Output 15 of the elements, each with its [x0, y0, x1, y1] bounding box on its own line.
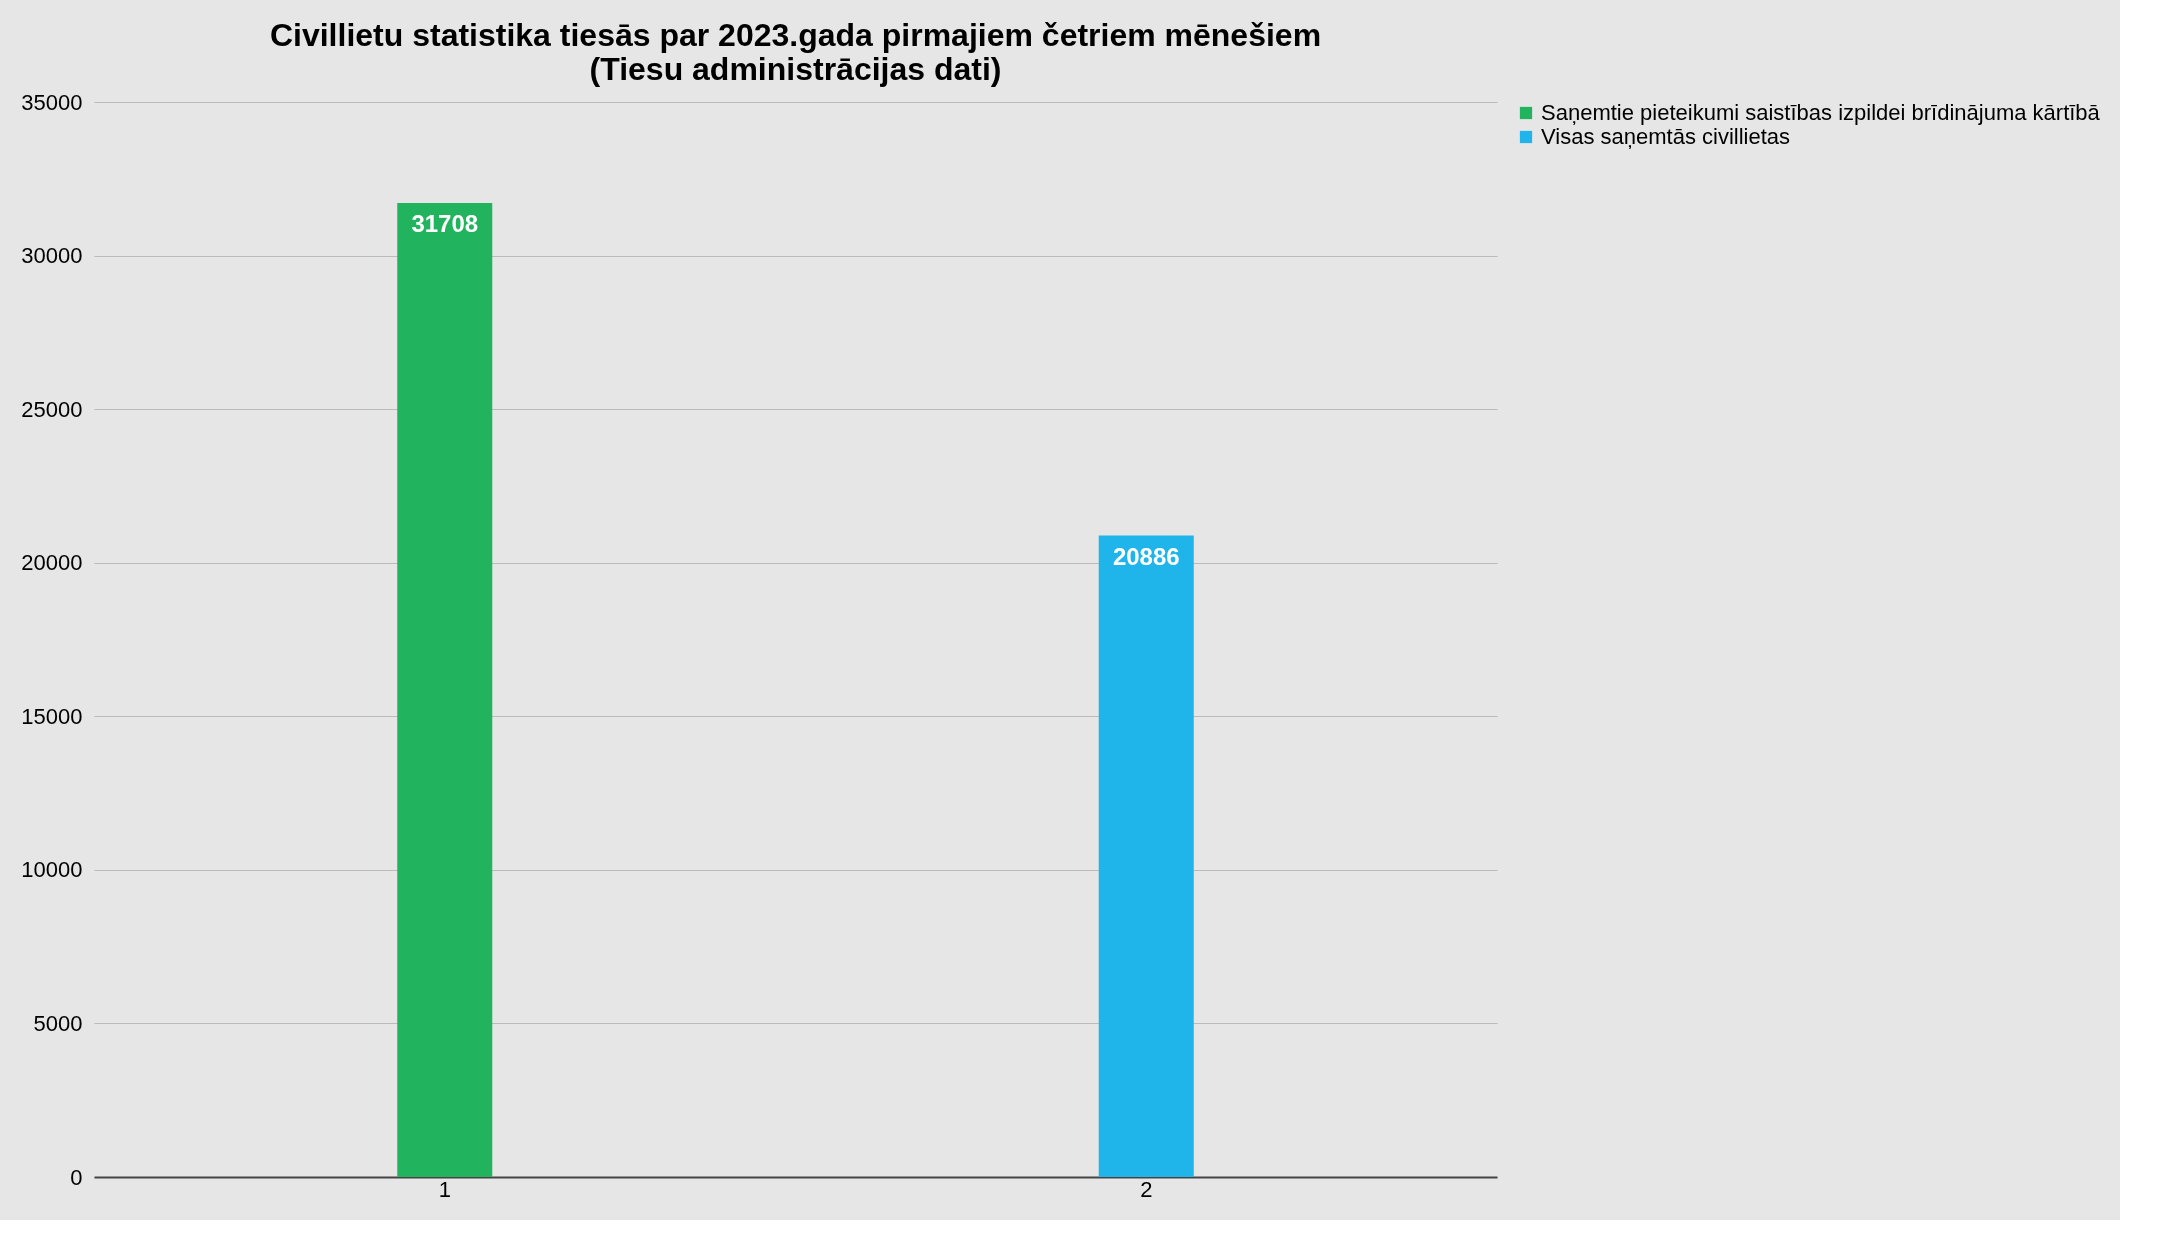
- y-tick-label: 5000: [33, 1010, 83, 1036]
- y-tick-label: 35000: [21, 89, 83, 115]
- legend-label: Saņemtie pieteikumi saistības izpildei brīdinājuma kārtībā: [1541, 100, 2101, 125]
- chart-title: Civillietu statistika tiesās par 2023.gada pirmajiem četriem mēnešiem (Tiesu administrācijas dati): [269, 17, 1322, 87]
- data-label: 31708: [411, 210, 479, 238]
- legend-label: Visas saņemtās civillietas: [1541, 124, 1791, 149]
- y-tick-label: 0: [70, 1164, 83, 1190]
- y-tick-label: 30000: [21, 243, 83, 269]
- x-tick-label: 1: [438, 1176, 451, 1202]
- x-tick-label: 2: [1140, 1176, 1153, 1202]
- y-tick-label: 15000: [21, 703, 83, 729]
- data-label: 20886: [1112, 542, 1180, 570]
- y-tick-label: 20000: [21, 550, 83, 576]
- y-tick-label: 10000: [21, 857, 83, 883]
- y-tick-label: 25000: [21, 396, 83, 422]
